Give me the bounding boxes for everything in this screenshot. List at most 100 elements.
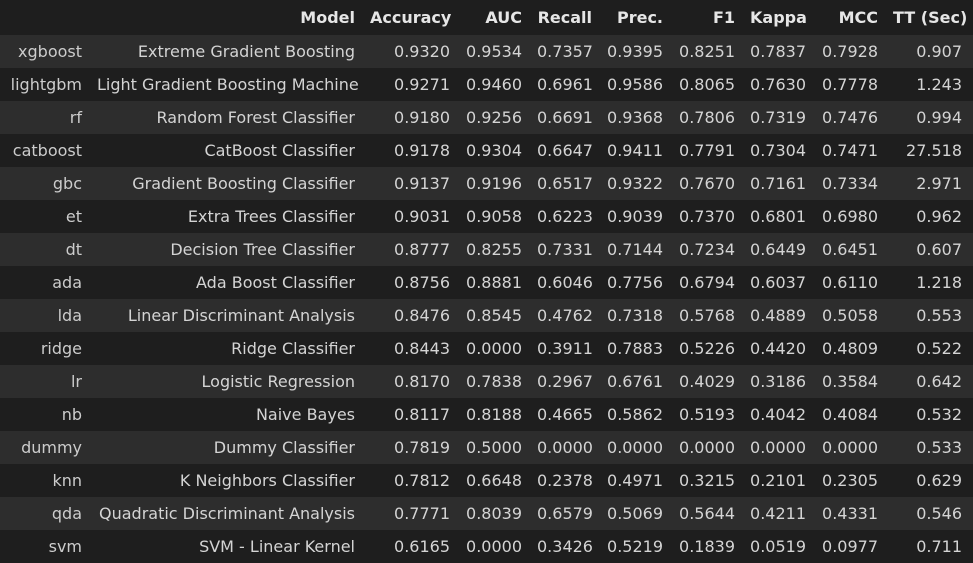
table-row: nb Naive Bayes 0.8117 0.8188 0.4665 0.5862 0.5…	[0, 398, 973, 431]
recall-cell: 0.6647	[533, 134, 603, 167]
table-row: xgboost Extreme Gradient Boosting 0.9320 0.…	[0, 35, 973, 68]
row-index-cell: gbc	[0, 167, 93, 200]
accuracy-cell: 0.8443	[366, 332, 461, 365]
f1-cell: 0.5768	[674, 299, 746, 332]
precision-cell: 0.9322	[603, 167, 674, 200]
precision-cell: 0.9395	[603, 35, 674, 68]
recall-cell: 0.7357	[533, 35, 603, 68]
auc-cell: 0.6648	[461, 464, 533, 497]
accuracy-cell: 0.9180	[366, 101, 461, 134]
precision-cell: 0.5219	[603, 530, 674, 563]
header-row: Model Accuracy AUC Recall Prec. F1 Kappa…	[0, 0, 973, 35]
header-training-time: TT (Sec)	[889, 0, 973, 35]
header-auc: AUC	[461, 0, 533, 35]
training-time-cell: 0.994	[889, 101, 973, 134]
row-index-cell: dummy	[0, 431, 93, 464]
header-accuracy: Accuracy	[366, 0, 461, 35]
precision-cell: 0.5862	[603, 398, 674, 431]
training-time-cell: 0.553	[889, 299, 973, 332]
mcc-cell: 0.4809	[817, 332, 889, 365]
training-time-cell: 0.642	[889, 365, 973, 398]
kappa-cell: 0.0519	[746, 530, 817, 563]
kappa-cell: 0.6037	[746, 266, 817, 299]
table-row: et Extra Trees Classifier 0.9031 0.9058 0.62…	[0, 200, 973, 233]
auc-cell: 0.0000	[461, 332, 533, 365]
model-name-cell: K Neighbors Classifier	[93, 464, 366, 497]
row-index-cell: nb	[0, 398, 93, 431]
row-index-cell: lr	[0, 365, 93, 398]
row-index-cell: ridge	[0, 332, 93, 365]
recall-cell: 0.6517	[533, 167, 603, 200]
recall-cell: 0.4665	[533, 398, 603, 431]
kappa-cell: 0.0000	[746, 431, 817, 464]
training-time-cell: 27.518	[889, 134, 973, 167]
row-index-cell: ada	[0, 266, 93, 299]
f1-cell: 0.7670	[674, 167, 746, 200]
row-index-cell: dt	[0, 233, 93, 266]
training-time-cell: 0.522	[889, 332, 973, 365]
precision-cell: 0.9586	[603, 68, 674, 101]
f1-cell: 0.7806	[674, 101, 746, 134]
table-row: ada Ada Boost Classifier 0.8756 0.8881 0.604…	[0, 266, 973, 299]
accuracy-cell: 0.9320	[366, 35, 461, 68]
f1-cell: 0.5193	[674, 398, 746, 431]
kappa-cell: 0.2101	[746, 464, 817, 497]
f1-cell: 0.0000	[674, 431, 746, 464]
model-name-cell: Ada Boost Classifier	[93, 266, 366, 299]
kappa-cell: 0.6449	[746, 233, 817, 266]
auc-cell: 0.9256	[461, 101, 533, 134]
mcc-cell: 0.6110	[817, 266, 889, 299]
table-row: gbc Gradient Boosting Classifier 0.9137 0.9…	[0, 167, 973, 200]
precision-cell: 0.7144	[603, 233, 674, 266]
kappa-cell: 0.6801	[746, 200, 817, 233]
kappa-cell: 0.4889	[746, 299, 817, 332]
mcc-cell: 0.7928	[817, 35, 889, 68]
f1-cell: 0.7234	[674, 233, 746, 266]
f1-cell: 0.6794	[674, 266, 746, 299]
model-name-cell: Linear Discriminant Analysis	[93, 299, 366, 332]
auc-cell: 0.9460	[461, 68, 533, 101]
table-row: dt Decision Tree Classifier 0.8777 0.8255 0.…	[0, 233, 973, 266]
mcc-cell: 0.4331	[817, 497, 889, 530]
f1-cell: 0.3215	[674, 464, 746, 497]
recall-cell: 0.2378	[533, 464, 603, 497]
f1-cell: 0.7791	[674, 134, 746, 167]
row-index-cell: catboost	[0, 134, 93, 167]
mcc-cell: 0.3584	[817, 365, 889, 398]
precision-cell: 0.5069	[603, 497, 674, 530]
header-kappa: Kappa	[746, 0, 817, 35]
model-name-cell: SVM - Linear Kernel	[93, 530, 366, 563]
f1-cell: 0.7370	[674, 200, 746, 233]
kappa-cell: 0.4211	[746, 497, 817, 530]
f1-cell: 0.5644	[674, 497, 746, 530]
model-name-cell: Decision Tree Classifier	[93, 233, 366, 266]
table-row: ridge Ridge Classifier 0.8443 0.0000 0.3911 0…	[0, 332, 973, 365]
precision-cell: 0.7756	[603, 266, 674, 299]
table-row: svm SVM - Linear Kernel 0.6165 0.0000 0.3426…	[0, 530, 973, 563]
row-index-cell: lda	[0, 299, 93, 332]
precision-cell: 0.9368	[603, 101, 674, 134]
accuracy-cell: 0.6165	[366, 530, 461, 563]
training-time-cell: 0.711	[889, 530, 973, 563]
training-time-cell: 0.607	[889, 233, 973, 266]
accuracy-cell: 0.9178	[366, 134, 461, 167]
header-index	[0, 0, 93, 35]
accuracy-cell: 0.8170	[366, 365, 461, 398]
mcc-cell: 0.7334	[817, 167, 889, 200]
recall-cell: 0.0000	[533, 431, 603, 464]
auc-cell: 0.8255	[461, 233, 533, 266]
kappa-cell: 0.4420	[746, 332, 817, 365]
auc-cell: 0.9196	[461, 167, 533, 200]
table-row: lr Logistic Regression 0.8170 0.7838 0.2967 0…	[0, 365, 973, 398]
accuracy-cell: 0.9271	[366, 68, 461, 101]
mcc-cell: 0.0977	[817, 530, 889, 563]
training-time-cell: 1.218	[889, 266, 973, 299]
model-name-cell: Naive Bayes	[93, 398, 366, 431]
model-name-cell: Extreme Gradient Boosting	[93, 35, 366, 68]
kappa-cell: 0.4042	[746, 398, 817, 431]
recall-cell: 0.6223	[533, 200, 603, 233]
row-index-cell: knn	[0, 464, 93, 497]
auc-cell: 0.0000	[461, 530, 533, 563]
model-name-cell: Extra Trees Classifier	[93, 200, 366, 233]
